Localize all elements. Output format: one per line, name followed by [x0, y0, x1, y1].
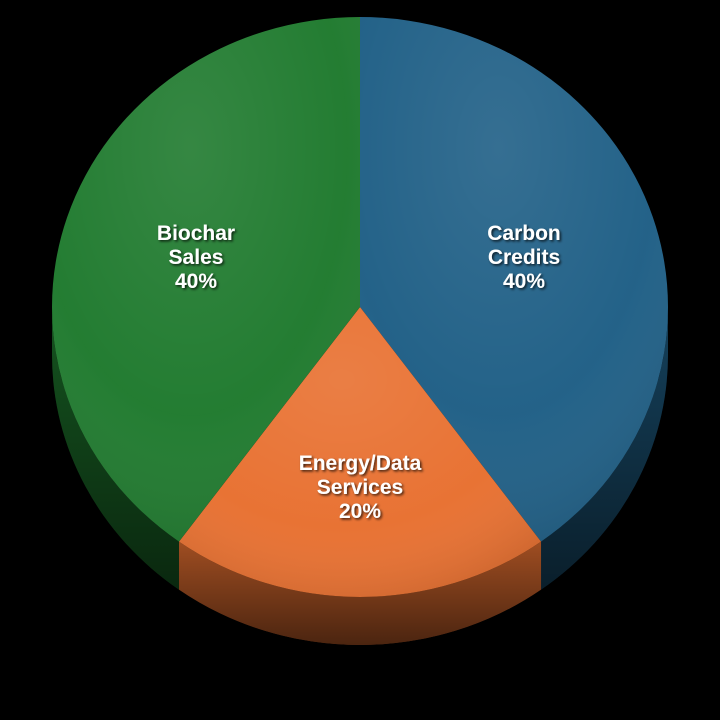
pie-side-layer	[51, 307, 668, 645]
pie-slice-gloss-2	[52, 17, 361, 542]
pie-slice-name-line: Services	[317, 476, 403, 499]
pie-slice-side-shade-1	[178, 541, 542, 645]
pie-slice-name-line: Carbon	[487, 222, 561, 245]
pie-slice-name-line: Credits	[488, 246, 560, 269]
pie-slice-value-label: 20%	[339, 500, 381, 523]
pie-slice-side-shade-2	[51, 307, 179, 590]
pie-slice-label-2: Biochar Sales 40%	[157, 222, 235, 293]
pie-slice-label-1: Energy/Data Services 20%	[299, 452, 422, 523]
pie-slice-name-line: Biochar	[157, 222, 235, 245]
pie-slice-label-0: Carbon Credits 40%	[487, 222, 561, 293]
pie-slice-gloss-0	[360, 17, 668, 542]
pie-slice-name-line: Sales	[169, 246, 224, 269]
pie-slice-value-label: 40%	[503, 270, 545, 293]
pie-slice-value-label: 40%	[175, 270, 217, 293]
pie-slice-gloss-1	[178, 307, 542, 597]
pie-top-layer	[52, 17, 668, 597]
pie-slice-name-line: Energy/Data	[299, 452, 422, 475]
pie-label-layer: Carbon Credits 40%Energy/Data Services 20%Bi…	[157, 222, 561, 523]
pie-slice-side-shade-0	[541, 307, 668, 590]
